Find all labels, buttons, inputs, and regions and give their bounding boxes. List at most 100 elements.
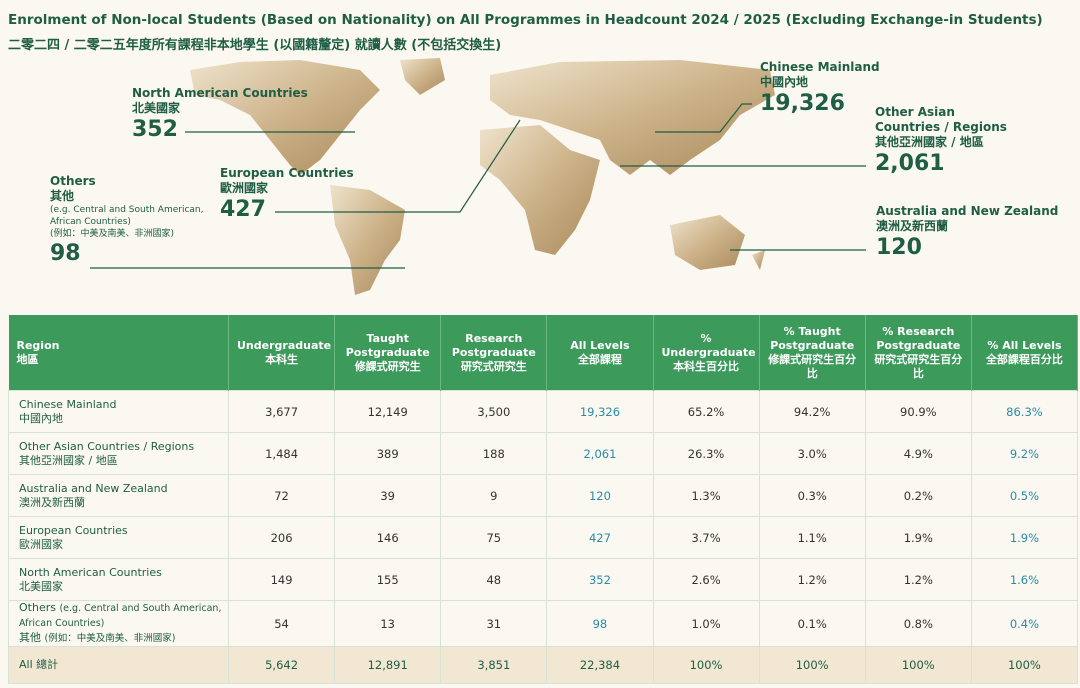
region-en: Other Asian Countries / Regions: [19, 440, 224, 454]
data-cell: 19,326: [546, 390, 654, 433]
data-cell: 65.2%: [652, 390, 760, 433]
region-en-text: Other Asian Countries / Regions: [19, 439, 195, 453]
title-zh: 二零二四 / 二零二五年度所有課程非本地學生 (以國籍釐定) 就讀人數 (不包括…: [8, 38, 502, 53]
table-row: European Countries 歐洲國家 206 146 75 427 3.7% 1.1…: [8, 516, 1079, 559]
data-cell: 120: [546, 474, 654, 517]
map-label: Australia and New Zealand 澳洲及新西蘭 120: [876, 204, 1059, 260]
region-zh: 中國內地: [19, 412, 224, 426]
data-cell: 1.1%: [758, 516, 866, 559]
header-en: Taught Postgraduate: [345, 331, 430, 359]
data-cell: 1.6%: [970, 558, 1079, 601]
region-en: Chinese Mainland: [19, 398, 224, 412]
data-cell: 149: [227, 558, 336, 601]
region-note-en: (e.g. Central and South American, Africa…: [19, 603, 222, 629]
region-zh-text: 北美國家: [19, 579, 63, 593]
region-en-text: North American Countries: [19, 565, 162, 579]
data-cell: 3,677: [227, 390, 336, 433]
data-cell: 352: [546, 558, 654, 601]
table-row: Australia and New Zealand 澳洲及新西蘭 72 39 9 120 1…: [8, 474, 1079, 517]
region-cell: Other Asian Countries / Regions 其他亞洲國家 / …: [8, 432, 229, 475]
region-en-text: European Countries: [19, 523, 128, 537]
total-label: All 總計: [8, 646, 229, 684]
total-cell: 100%: [652, 646, 760, 684]
header-cell: Taught Postgraduate 修課式研究生: [334, 315, 442, 391]
header-en: Research Postgraduate: [451, 331, 536, 359]
data-cell: 206: [227, 516, 336, 559]
map-label: North American Countries 北美國家 352: [132, 86, 308, 142]
data-cell: 389: [334, 432, 442, 475]
enrolment-table: Region 地區 Undergraduate 本科生 Taught Postgradu…: [8, 315, 1079, 684]
region-en: Australia and New Zealand: [19, 482, 224, 496]
region-zh: 澳洲及新西蘭: [19, 496, 224, 510]
data-cell: 2,061: [546, 432, 654, 475]
header-en: % Research Postgraduate: [876, 324, 961, 352]
data-cell: 0.4%: [970, 600, 1079, 647]
region-en-text: Australia and New Zealand: [19, 481, 168, 495]
header-en: % All Levels: [987, 338, 1062, 352]
header-zh: 研究式研究生: [460, 359, 527, 373]
header-cell: % Undergraduate 本科生百分比: [653, 315, 760, 391]
data-cell: 86.3%: [970, 390, 1079, 433]
data-cell: 188: [440, 432, 548, 475]
region-cell: North American Countries 北美國家: [8, 558, 229, 601]
map-label: Other Asian Countries / Regions 其他亞洲國家 / …: [875, 105, 1007, 176]
data-cell: 155: [334, 558, 442, 601]
region-zh-text: 其他亞洲國家 / 地區: [19, 453, 118, 467]
region-cell: Others (e.g. Central and South American,…: [8, 600, 229, 647]
region-zh-text: 澳洲及新西蘭: [19, 495, 85, 509]
table-row: Others (e.g. Central and South American,…: [8, 600, 1079, 647]
data-cell: 0.2%: [864, 474, 972, 517]
region-zh: 其他 (例如：中美及南美、非洲國家): [19, 631, 224, 646]
map-label: European Countries 歐洲國家 427: [220, 166, 354, 222]
region-zh: 北美國家: [19, 580, 224, 594]
data-cell: 39: [334, 474, 442, 517]
header-zh: 全部課程百分比: [985, 352, 1063, 366]
region-en: European Countries: [19, 524, 224, 538]
total-cell: 12,891: [334, 646, 442, 684]
total-cell: 100%: [970, 646, 1079, 684]
total-row: All 總計 5,642 12,891 3,851 22,384 100% 100% 100%…: [8, 646, 1079, 684]
header-zh: 修課式研究生: [354, 359, 421, 373]
header-en: % Undergraduate: [661, 331, 756, 359]
header-en: All Levels: [570, 338, 630, 352]
header-en: Region: [16, 338, 60, 352]
header-zh: 全部課程: [577, 352, 622, 366]
data-cell: 1.0%: [652, 600, 760, 647]
data-cell: 427: [546, 516, 654, 559]
header-cell: All Levels 全部課程: [546, 315, 654, 391]
region-zh-text: 其他: [19, 631, 41, 644]
header-cell: Region 地區: [8, 315, 229, 391]
data-cell: 1.9%: [970, 516, 1079, 559]
header-en: Undergraduate: [237, 338, 332, 352]
region-zh: 其他亞洲國家 / 地區: [19, 454, 224, 468]
header-zh: 地區: [16, 352, 39, 366]
data-cell: 0.3%: [758, 474, 866, 517]
map-label: Chinese Mainland 中國內地 19,326: [760, 60, 880, 116]
table-row: North American Countries 北美國家 149 155 48 352 2…: [8, 558, 1079, 601]
data-cell: 1.2%: [864, 558, 972, 601]
region-zh: 歐洲國家: [19, 538, 224, 552]
region-cell: European Countries 歐洲國家: [8, 516, 229, 559]
data-cell: 4.9%: [864, 432, 972, 475]
data-cell: 72: [227, 474, 336, 517]
header-row: Region 地區 Undergraduate 本科生 Taught Postgradu…: [8, 315, 1079, 391]
data-cell: 3.0%: [758, 432, 866, 475]
region-zh-text: 歐洲國家: [19, 537, 63, 551]
data-cell: 0.1%: [758, 600, 866, 647]
data-cell: 9: [440, 474, 548, 517]
region-cell: Australia and New Zealand 澳洲及新西蘭: [8, 474, 229, 517]
header-cell: Research Postgraduate 研究式研究生: [440, 315, 548, 391]
data-cell: 98: [546, 600, 654, 647]
title-en: Enrolment of Non-local Students (Based o…: [8, 12, 1043, 28]
data-cell: 94.2%: [758, 390, 866, 433]
region-note-zh: (例如：中美及南美、非洲國家): [44, 633, 176, 644]
data-cell: 2.6%: [652, 558, 760, 601]
data-cell: 12,149: [334, 390, 442, 433]
total-cell: 22,384: [546, 646, 654, 684]
region-cell: Chinese Mainland 中國內地: [8, 390, 229, 433]
table-row: Chinese Mainland 中國內地 3,677 12,149 3,500 19,3…: [8, 390, 1079, 433]
data-cell: 48: [440, 558, 548, 601]
table-row: Other Asian Countries / Regions 其他亞洲國家 / …: [8, 432, 1079, 475]
data-cell: 3,500: [440, 390, 548, 433]
